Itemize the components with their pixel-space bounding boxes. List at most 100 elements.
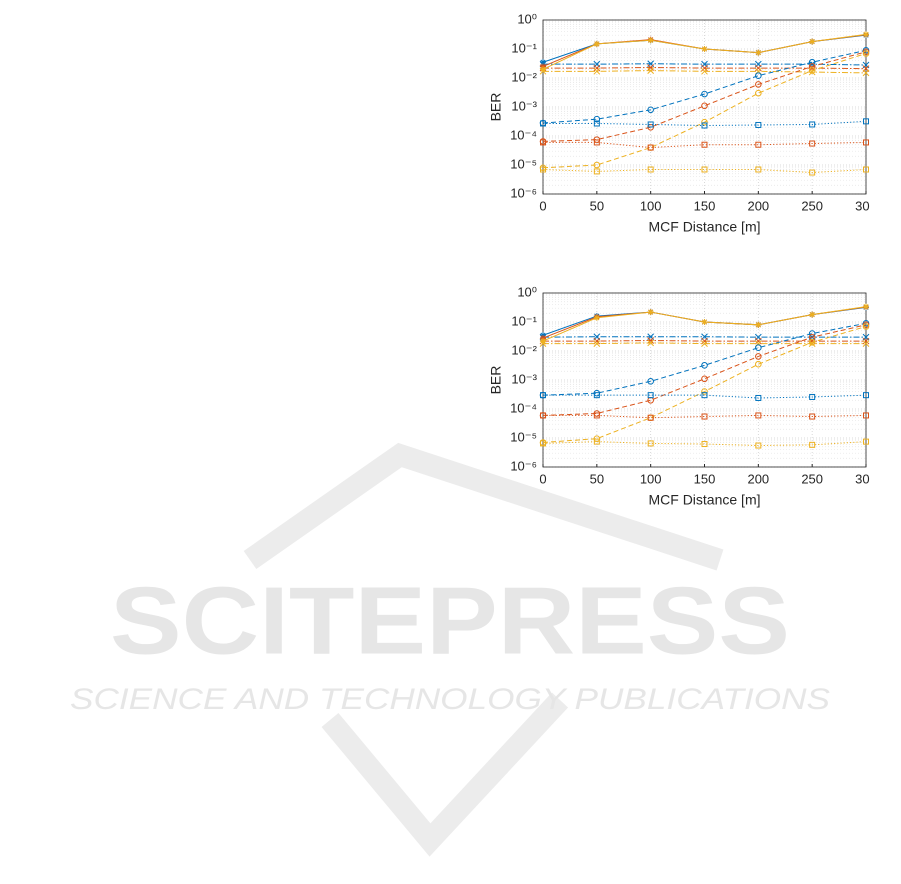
marker xyxy=(647,414,654,421)
marker xyxy=(593,392,600,399)
y-tick-label: 10⁻² xyxy=(511,342,537,357)
marker xyxy=(701,388,708,395)
marker xyxy=(701,64,708,72)
marker xyxy=(647,392,654,399)
marker xyxy=(647,37,654,44)
marker xyxy=(809,413,816,420)
marker xyxy=(593,337,601,345)
marker xyxy=(647,339,655,347)
marker-stroke xyxy=(754,337,762,345)
marker xyxy=(809,393,816,400)
marker xyxy=(540,338,546,345)
marker-stroke xyxy=(755,50,761,56)
marker xyxy=(808,67,816,74)
marker xyxy=(863,392,869,399)
y-tick-label: 10⁻² xyxy=(511,69,537,84)
y-tick-label: 10⁰ xyxy=(517,284,537,299)
marker-stroke xyxy=(809,312,815,318)
marker xyxy=(647,378,654,385)
marker xyxy=(755,89,762,97)
marker xyxy=(701,67,708,75)
marker-stroke xyxy=(594,315,600,321)
marker xyxy=(863,31,869,38)
marker xyxy=(647,440,654,447)
marker xyxy=(701,141,708,148)
marker xyxy=(755,321,762,328)
marker xyxy=(808,338,816,346)
marker xyxy=(593,340,601,347)
marker-stroke xyxy=(593,337,601,345)
marker xyxy=(540,59,546,66)
y-tick-label: 10⁻⁶ xyxy=(510,458,537,473)
y-tick-label: 10⁻³ xyxy=(511,371,537,386)
marker xyxy=(809,140,816,147)
marker xyxy=(701,102,708,110)
marker xyxy=(701,375,708,383)
x-tick-label: 0 xyxy=(539,471,546,486)
marker-stroke xyxy=(809,39,815,45)
marker xyxy=(647,144,654,151)
marker xyxy=(863,303,869,310)
y-tick-label: 10⁻⁴ xyxy=(510,127,537,142)
marker xyxy=(755,81,762,88)
marker xyxy=(593,40,600,47)
marker xyxy=(647,121,654,128)
marker xyxy=(593,168,600,175)
marker xyxy=(809,169,816,176)
marker xyxy=(809,311,816,318)
marker xyxy=(647,67,655,74)
marker xyxy=(593,412,600,419)
marker-stroke xyxy=(755,322,761,328)
watermark-shape xyxy=(243,442,724,857)
marker-stroke xyxy=(862,337,870,345)
marker-stroke xyxy=(648,37,654,43)
x-axis-label: MCF Distance [m] xyxy=(648,492,760,508)
series-line xyxy=(542,53,867,169)
marker-stroke xyxy=(701,337,708,345)
marker xyxy=(593,120,600,127)
y-tick-label: 10⁻¹ xyxy=(511,313,537,328)
marker xyxy=(540,412,546,419)
marker-stroke xyxy=(540,338,546,344)
marker xyxy=(863,412,869,419)
marker-stroke xyxy=(862,69,870,77)
marker xyxy=(647,106,654,114)
x-tick-label: 200 xyxy=(747,471,769,486)
marker xyxy=(540,120,546,127)
marker-stroke xyxy=(647,64,655,71)
marker xyxy=(755,394,762,401)
y-tick-label: 10⁻³ xyxy=(511,98,537,113)
marker-stroke xyxy=(540,66,546,72)
marker-stroke xyxy=(593,67,601,75)
marker xyxy=(647,64,655,71)
marker xyxy=(755,412,762,419)
marker-stroke xyxy=(701,340,708,347)
axes-box xyxy=(542,292,867,468)
marker-stroke xyxy=(540,59,546,65)
axes-box xyxy=(542,19,867,195)
watermark-title: SCITEPRESS xyxy=(110,567,790,674)
marker xyxy=(593,314,600,321)
marker xyxy=(862,337,870,345)
marker xyxy=(701,319,708,325)
marker-stroke xyxy=(647,339,655,347)
series-line xyxy=(542,441,867,447)
marker xyxy=(755,166,762,173)
marker xyxy=(701,392,708,399)
x-tick-label: 100 xyxy=(640,198,662,213)
marker-stroke xyxy=(701,67,708,75)
marker xyxy=(593,438,600,445)
marker xyxy=(701,90,708,98)
marker xyxy=(754,64,762,72)
marker-stroke xyxy=(594,41,600,47)
marker xyxy=(593,161,601,169)
marker xyxy=(809,121,816,128)
x-tick-label: 50 xyxy=(590,471,604,486)
marker xyxy=(808,58,816,66)
marker xyxy=(863,139,869,146)
marker-stroke xyxy=(862,340,870,347)
y-axis-label: BER xyxy=(488,366,504,395)
x-tick-label: 250 xyxy=(801,198,823,213)
